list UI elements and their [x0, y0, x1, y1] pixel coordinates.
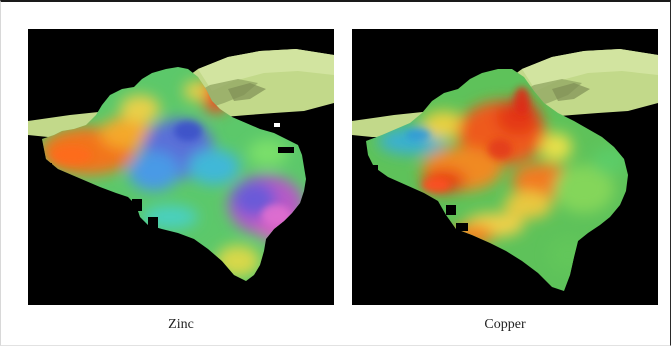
zinc-caption: Zinc	[168, 317, 194, 332]
highlight-speck	[274, 123, 280, 127]
ore-body-edge-steps	[42, 147, 294, 233]
ore-body-edge-steps	[368, 165, 582, 281]
terrain-fold	[552, 83, 590, 101]
copper-panel	[352, 29, 658, 305]
terrain-fold	[228, 83, 266, 101]
copper-caption: Copper	[484, 317, 526, 332]
zinc-ore-body-image	[28, 49, 334, 281]
zinc-panel	[28, 29, 334, 305]
copper-ore-body-image	[352, 49, 658, 291]
